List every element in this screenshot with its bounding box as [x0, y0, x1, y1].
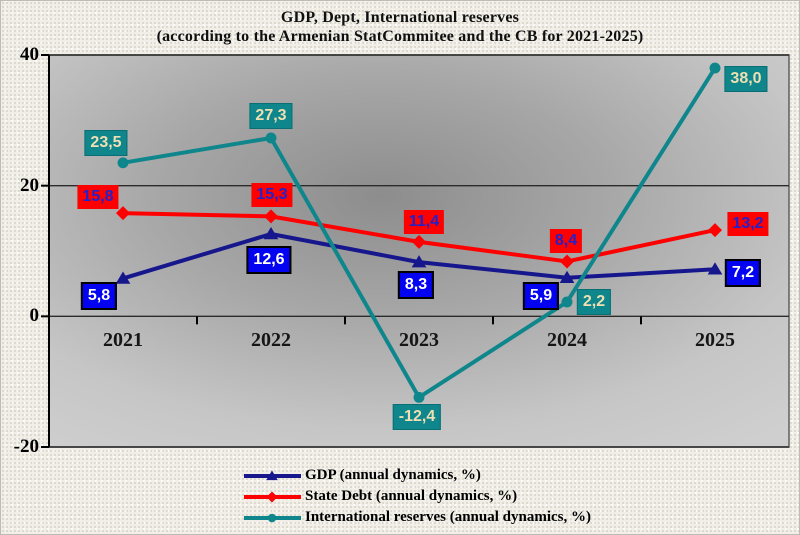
triangle-marker-icon	[266, 470, 278, 480]
plot-background	[48, 54, 790, 448]
data-label: 38,0	[724, 66, 768, 93]
triangle-marker-icon	[707, 262, 723, 275]
data-label: 5,9	[522, 281, 560, 310]
data-label: 11,4	[403, 209, 445, 234]
y-tick-label: 40	[20, 44, 39, 65]
diamond-marker-icon	[264, 209, 278, 224]
diamond-marker-icon	[708, 223, 722, 238]
triangle-marker-icon	[115, 271, 131, 284]
data-label: -12,4	[392, 404, 442, 431]
circle-marker-icon	[117, 157, 129, 169]
x-tick-label: 2021	[103, 329, 143, 352]
data-label: 15,3	[251, 183, 293, 208]
y-tick-label: -20	[13, 436, 39, 457]
x-tick-label: 2023	[399, 329, 439, 352]
legend-key-icon	[244, 470, 301, 480]
data-label: 8,4	[549, 229, 583, 254]
x-tick-label: 2022	[251, 329, 291, 352]
legend-key-icon	[244, 513, 301, 522]
legend-item: State Debt (annual dynamics, %)	[243, 486, 591, 507]
diamond-marker-icon	[412, 234, 426, 249]
data-label: 12,6	[246, 246, 292, 274]
chart-title: GDP, Dept, International reserves	[280, 9, 520, 26]
legend-item: GDP (annual dynamics, %)	[243, 465, 591, 486]
diamond-marker-icon	[266, 491, 278, 502]
data-label: 5,8	[80, 282, 118, 311]
data-label: 7,2	[724, 259, 762, 288]
legend-label: International reserves (annual dynamics,…	[305, 509, 591, 525]
circle-marker-icon	[561, 296, 573, 308]
triangle-marker-icon	[263, 227, 279, 240]
triangle-marker-icon	[559, 270, 575, 284]
legend-label: GDP (annual dynamics, %)	[305, 467, 481, 483]
y-tick-label: 0	[29, 305, 40, 327]
x-tick-label: 2024	[547, 329, 587, 352]
data-label: 8,3	[397, 271, 435, 300]
chart-subtitle: (according to the Armenian StatCommitee …	[156, 28, 644, 45]
data-label: 2,2	[576, 288, 612, 315]
y-tick-label: 20	[20, 174, 39, 196]
legend-item: International reserves (annual dynamics,…	[243, 507, 591, 528]
circle-marker-icon	[413, 391, 425, 403]
circle-marker-icon	[265, 132, 277, 144]
circle-marker-icon	[709, 62, 721, 74]
triangle-marker-icon	[411, 255, 427, 268]
x-tick-label: 2025	[695, 329, 735, 352]
data-label: 23,5	[84, 129, 128, 156]
circle-marker-icon	[267, 513, 277, 522]
diamond-marker-icon	[116, 206, 130, 221]
legend-label: State Debt (annual dynamics, %)	[305, 488, 518, 504]
data-label: 13,2	[727, 212, 769, 237]
data-label: 15,8	[77, 185, 119, 210]
diamond-marker-icon	[560, 254, 574, 269]
data-label: 27,3	[249, 102, 293, 129]
legend-key-icon	[244, 491, 301, 502]
legend: GDP (annual dynamics, %) State Debt (annu…	[243, 465, 591, 528]
